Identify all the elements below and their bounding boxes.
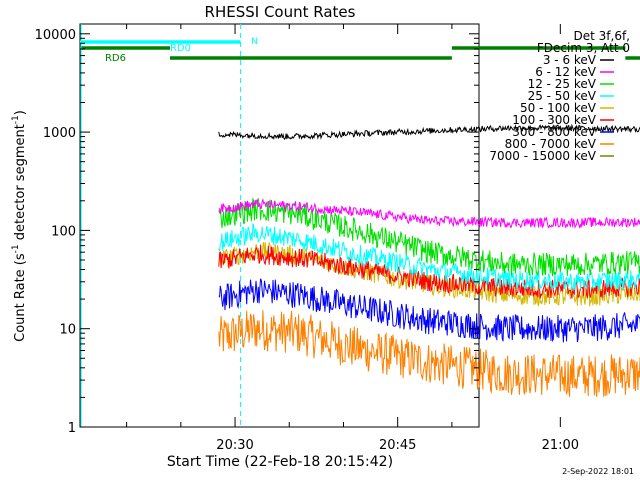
plot-frame — [79, 23, 480, 428]
y-axis: 1 10 100 1000 10000 — [35, 28, 479, 436]
series-line — [218, 223, 640, 292]
flag-bar-label: RD6 — [105, 53, 126, 64]
legend-label: 25 - 50 keV — [528, 89, 597, 103]
vertical-markers — [80, 24, 241, 427]
y-label-exp: -1 — [11, 244, 21, 253]
series-line — [218, 197, 640, 277]
x-tick-label: 20:30 — [216, 438, 253, 453]
y-label-mid: detector segment — [13, 124, 28, 244]
y-axis-label: Count Rate (s-1 detector segment-1) — [11, 110, 28, 342]
y-tick-label: 10 — [59, 323, 76, 338]
flag-bars: RD0 RD6 N — [80, 37, 640, 64]
y-tick-label: 10000 — [35, 28, 76, 43]
series-line — [218, 244, 640, 299]
x-axis-label: Start Time (22-Feb-18 20:15:42) — [167, 454, 393, 470]
series-line — [218, 278, 640, 343]
series-line — [218, 310, 640, 397]
legend-header-line2: FDecim 3, Att 0 — [537, 41, 630, 55]
timestamp: 2-Sep-2022 18:01 — [562, 467, 634, 476]
chart-title: RHESSI Count Rates — [205, 3, 356, 21]
series-line — [218, 198, 640, 229]
x-tick-label: 21:00 — [542, 438, 579, 453]
flag-letter: N — [251, 37, 258, 47]
y-label-exp2: -1 — [11, 115, 21, 124]
y-tick-label: 1 — [68, 421, 76, 436]
y-label-prefix: Count Rate (s — [13, 253, 28, 342]
series-line — [218, 241, 640, 308]
series-line — [218, 123, 640, 141]
flag-bar-label: RD0 — [170, 43, 191, 54]
legend-label: 12 - 25 keV — [528, 77, 597, 91]
legend-header-line1: Det 3f,6f, — [574, 29, 631, 43]
y-tick-label: 100 — [51, 224, 76, 239]
series-group — [218, 123, 640, 397]
legend-label: 100 - 300 keV — [512, 113, 596, 127]
legend-label: 3 - 6 keV — [543, 53, 597, 67]
legend-label: 800 - 7000 keV — [505, 137, 597, 151]
legend-label: 300 - 800 keV — [512, 125, 596, 139]
legend-label: 6 - 12 keV — [535, 65, 597, 79]
y-tick-label: 1000 — [43, 126, 76, 141]
legend-label: 50 - 100 keV — [520, 101, 597, 115]
y-label-suffix: ) — [13, 110, 28, 115]
x-tick-label: 20:45 — [379, 438, 416, 453]
legend-label: 7000 - 15000 keV — [489, 149, 596, 163]
